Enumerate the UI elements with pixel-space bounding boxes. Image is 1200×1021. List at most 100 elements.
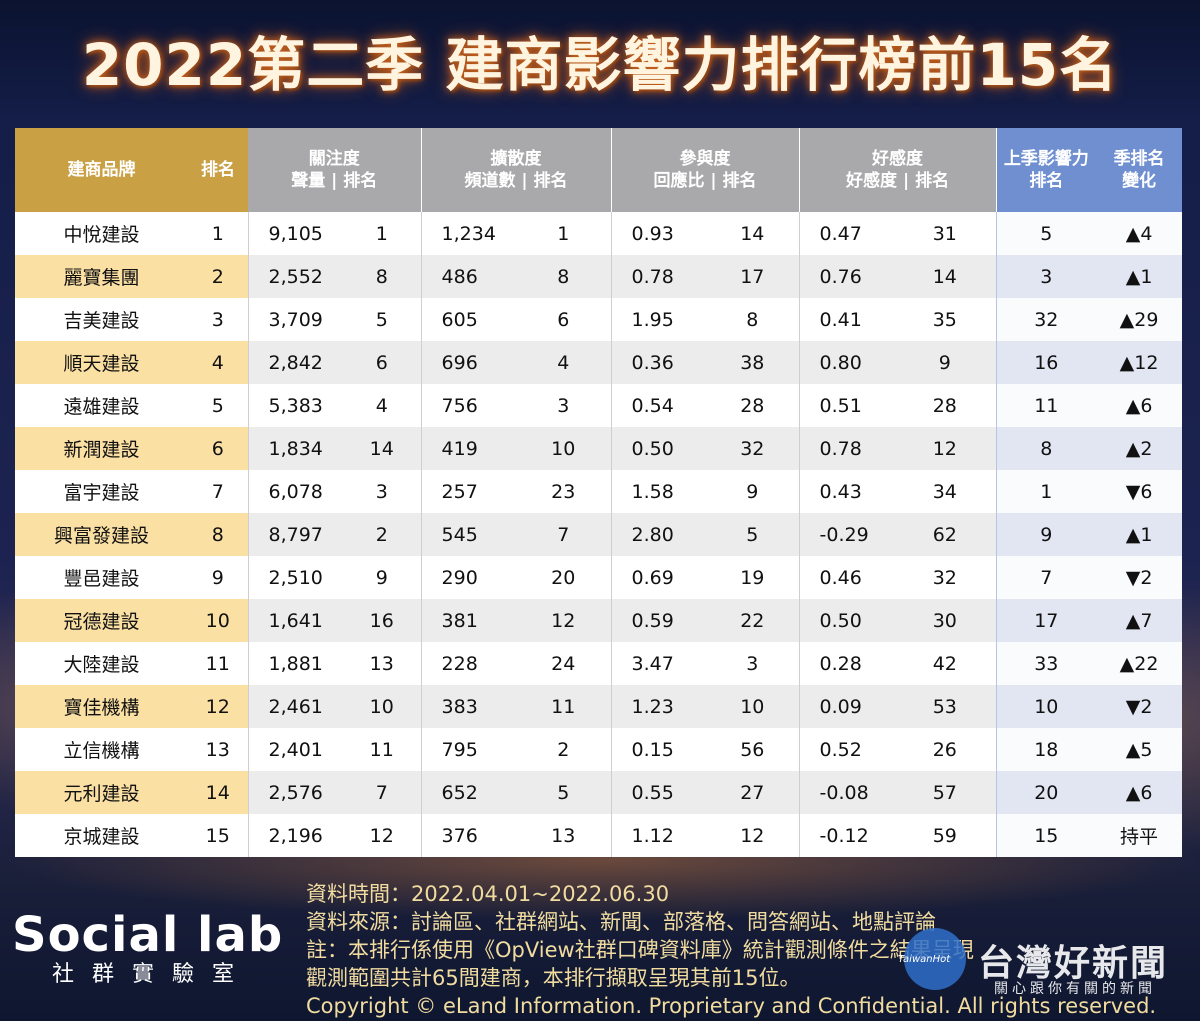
- channels-rank-cell: 3: [516, 384, 612, 427]
- brand-cell: 冠德建設: [15, 599, 188, 642]
- volume-rank-cell: 12: [343, 814, 422, 857]
- prev-rank-cell: 15: [995, 814, 1097, 857]
- rank-cell: 13: [188, 728, 249, 771]
- table-header-row: 建商品牌 排名 關注度 聲量 | 排名 擴散度 頻道數 | 排名 參與度 回應比 | …: [15, 128, 1183, 212]
- volume-cell: 2,401: [247, 728, 343, 771]
- brand-cell: 立信機構: [15, 728, 188, 771]
- rank-cell: 10: [188, 599, 249, 642]
- prev-rank-cell: 9: [995, 513, 1097, 556]
- channels-cell: 257: [420, 470, 517, 513]
- channels-rank-cell: 12: [516, 599, 612, 642]
- response-rank-cell: 19: [706, 556, 800, 599]
- rank-cell: 14: [188, 771, 249, 814]
- channels-cell: 605: [420, 298, 517, 341]
- channels-rank-cell: 6: [516, 298, 612, 341]
- rank-change-cell: ▲1: [1096, 255, 1183, 298]
- channels-cell: 376: [420, 814, 517, 857]
- rank-cell: 15: [188, 814, 249, 857]
- response-rank-cell: 17: [706, 255, 800, 298]
- volume-rank-cell: 4: [343, 384, 422, 427]
- volume-cell: 9,105: [247, 212, 343, 255]
- logo-main-text: Social lab: [12, 907, 284, 963]
- channels-rank-cell: 1: [516, 212, 612, 255]
- favor-cell: 0.51: [798, 384, 895, 427]
- response-rank-cell: 9: [706, 470, 800, 513]
- response-rank-cell: 10: [706, 685, 800, 728]
- brand-cell: 吉美建設: [15, 298, 188, 341]
- rank-change-cell: ▲6: [1096, 384, 1183, 427]
- prev-rank-cell: 33: [995, 642, 1097, 685]
- response-cell: 0.50: [610, 427, 707, 470]
- rank-cell: 9: [188, 556, 249, 599]
- response-rank-cell: 5: [706, 513, 800, 556]
- channels-cell: 696: [420, 341, 517, 384]
- rank-change-cell: 持平: [1096, 814, 1183, 857]
- rank-cell: 4: [188, 341, 249, 384]
- volume-rank-cell: 7: [343, 771, 422, 814]
- response-cell: 2.80: [610, 513, 707, 556]
- volume-cell: 2,510: [247, 556, 343, 599]
- channels-cell: 1,234: [420, 212, 517, 255]
- favor-cell: 0.09: [798, 685, 895, 728]
- prev-rank-cell: 11: [995, 384, 1097, 427]
- favor-rank-cell: 42: [894, 642, 997, 685]
- volume-rank-cell: 16: [343, 599, 422, 642]
- volume-rank-cell: 11: [343, 728, 422, 771]
- table-row: 順天建設 4 2,842 6 696 4 0.36 38 0.80 9 16 ▲12: [15, 341, 1183, 384]
- favor-cell: 0.80: [798, 341, 895, 384]
- header-engagement: 參與度 回應比 | 排名: [611, 128, 800, 212]
- favor-rank-cell: 62: [894, 513, 997, 556]
- channels-rank-cell: 2: [516, 728, 612, 771]
- volume-cell: 8,797: [247, 513, 343, 556]
- prev-rank-cell: 10: [995, 685, 1097, 728]
- volume-cell: 5,383: [247, 384, 343, 427]
- response-cell: 0.36: [610, 341, 707, 384]
- channels-cell: 290: [420, 556, 517, 599]
- rank-change-cell: ▲22: [1096, 642, 1183, 685]
- response-rank-cell: 32: [706, 427, 800, 470]
- rank-change-cell: ▼2: [1096, 685, 1183, 728]
- channels-cell: 419: [420, 427, 517, 470]
- globe-icon: [904, 928, 966, 990]
- volume-cell: 2,461: [247, 685, 343, 728]
- prev-rank-cell: 20: [995, 771, 1097, 814]
- table-row: 元利建設 14 2,576 7 652 5 0.55 27 -0.08 57 20 ▲6: [15, 771, 1183, 814]
- favor-cell: 0.52: [798, 728, 895, 771]
- brand-cell: 中悅建設: [15, 212, 188, 255]
- page-title: 2022第二季 建商影響力排行榜前15名: [81, 31, 1119, 99]
- volume-rank-cell: 10: [343, 685, 422, 728]
- rank-change-cell: ▼6: [1096, 470, 1183, 513]
- prev-rank-cell: 3: [995, 255, 1097, 298]
- prev-rank-cell: 8: [995, 427, 1097, 470]
- prev-rank-cell: 17: [995, 599, 1097, 642]
- table-row: 富宇建設 7 6,078 3 257 23 1.58 9 0.43 34 1 ▼6: [15, 470, 1183, 513]
- table-row: 中悅建設 1 9,105 1 1,234 1 0.93 14 0.47 31 5 ▲4: [15, 212, 1183, 255]
- prev-rank-cell: 7: [995, 556, 1097, 599]
- note-data-source: 資料來源：討論區、社群網站、新聞、部落格、問答網站、地點評論: [306, 910, 936, 934]
- prev-rank-cell: 5: [995, 212, 1097, 255]
- rank-cell: 11: [188, 642, 249, 685]
- favor-rank-cell: 31: [894, 212, 997, 255]
- favor-rank-cell: 30: [894, 599, 997, 642]
- rank-cell: 12: [188, 685, 249, 728]
- volume-rank-cell: 3: [343, 470, 422, 513]
- rank-change-cell: ▲29: [1096, 298, 1183, 341]
- table-row: 遠雄建設 5 5,383 4 756 3 0.54 28 0.51 28 11 ▲6: [15, 384, 1183, 427]
- response-cell: 0.59: [610, 599, 707, 642]
- volume-cell: 1,881: [247, 642, 343, 685]
- rank-change-cell: ▲6: [1096, 771, 1183, 814]
- favor-cell: -0.29: [798, 513, 895, 556]
- header-favorability: 好感度 好感度 | 排名: [799, 128, 997, 212]
- volume-rank-cell: 5: [343, 298, 422, 341]
- brand-cell: 新潤建設: [15, 427, 188, 470]
- volume-cell: 1,641: [247, 599, 343, 642]
- table-row: 興富發建設 8 8,797 2 545 7 2.80 5 -0.29 62 9 ▲1: [15, 513, 1183, 556]
- channels-rank-cell: 10: [516, 427, 612, 470]
- volume-cell: 6,078: [247, 470, 343, 513]
- table-row: 豐邑建設 9 2,510 9 290 20 0.69 19 0.46 32 7 ▼2: [15, 556, 1183, 599]
- channels-rank-cell: 11: [516, 685, 612, 728]
- volume-rank-cell: 14: [343, 427, 422, 470]
- favor-cell: 0.50: [798, 599, 895, 642]
- channels-rank-cell: 5: [516, 771, 612, 814]
- favor-rank-cell: 12: [894, 427, 997, 470]
